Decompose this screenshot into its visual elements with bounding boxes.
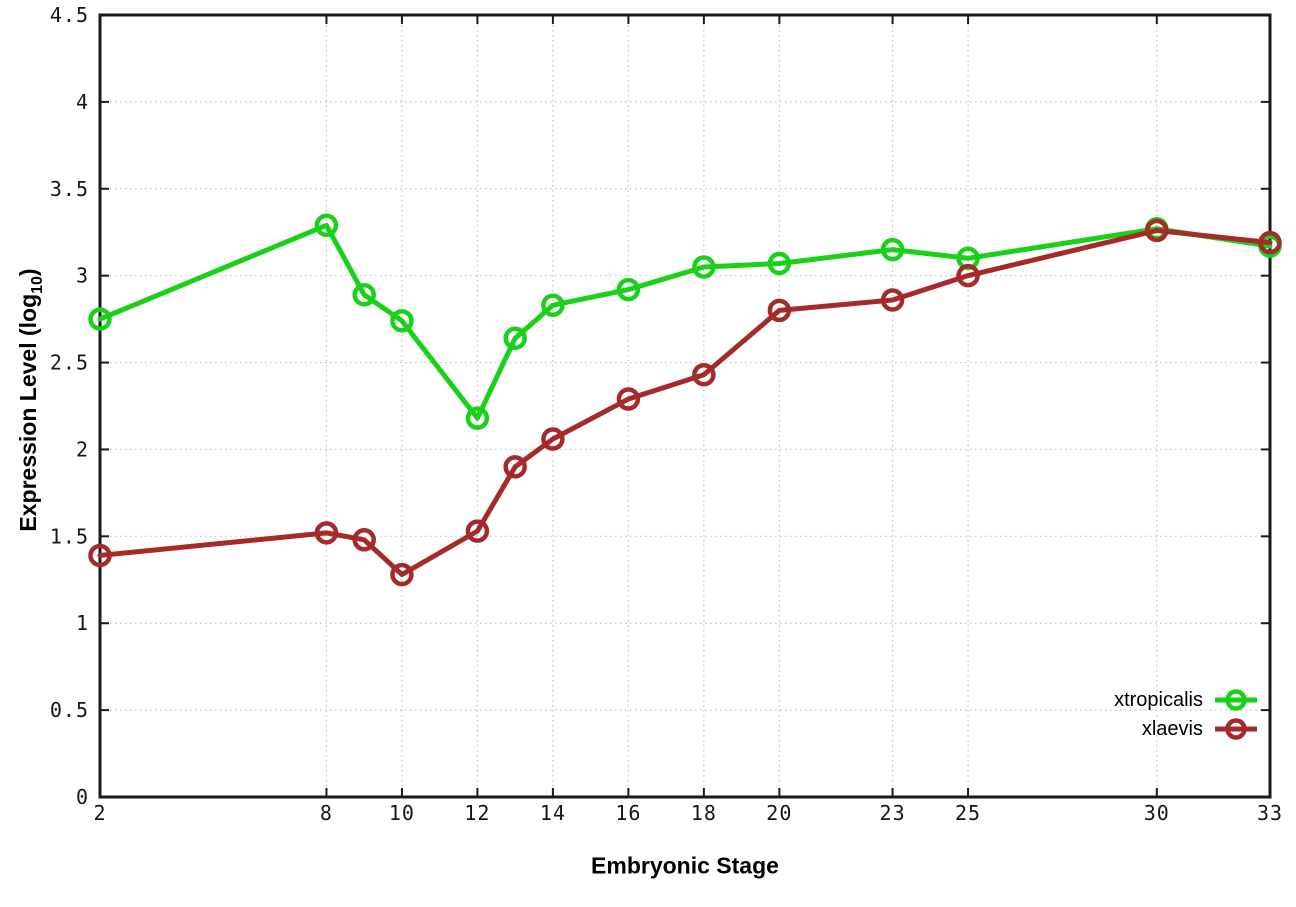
legend: xtropicalis xlaevis [1114,686,1258,743]
x-tick-label: 16 [615,801,641,825]
x-tick-label: 14 [540,801,566,825]
legend-label: xtropicalis [1114,689,1203,711]
x-axis-title: Embryonic Stage [591,852,779,879]
data-point-xlaevis [352,528,376,552]
data-point-xtropicalis [503,326,527,350]
y-tick-label: 2.5 [50,351,89,375]
y-tick-label: 0 [76,785,89,809]
y-tick-label: 1.5 [50,524,89,548]
data-point-xlaevis [465,519,490,543]
data-point-xtropicalis [767,251,792,276]
x-tick-label: 18 [691,801,717,825]
data-point-xlaevis [692,362,716,387]
x-tick-label: 30 [1144,801,1170,825]
data-point-xlaevis [616,387,641,411]
data-point-xtropicalis [616,277,641,302]
y-axis-title: Expression Level (log10) [15,268,47,531]
y-tick-label: 2 [76,437,89,461]
series-line-xlaevis [97,227,1273,578]
data-point-xtropicalis [88,307,112,331]
x-tick-label: 12 [464,801,490,825]
data-point-xlaevis [314,521,339,545]
series-line-xtropicalis [97,222,1273,421]
y-axis-title-subscript: 10 [28,276,46,294]
x-tick-label: 23 [880,801,906,825]
x-tick-label: 33 [1257,801,1283,825]
data-point-xlaevis [767,298,792,323]
data-point-xlaevis [541,427,565,451]
y-tick-label: 4.5 [50,3,89,27]
legend-label: xlaevis [1141,718,1203,740]
data-point-xtropicalis [314,213,339,238]
x-tick-label: 8 [320,801,333,825]
data-point-xtropicalis [880,237,905,262]
x-tick-label: 25 [955,801,981,825]
legend-item-xlaevis: xlaevis [1142,715,1258,743]
data-point-xlaevis [1258,230,1282,255]
y-tick-label: 1 [76,611,89,635]
y-tick-label: 3 [76,264,89,288]
data-point-xlaevis [390,562,414,587]
x-tick-label: 10 [389,801,415,825]
legend-item-xtropicalis: xtropicalis [1114,686,1258,714]
data-point-xtropicalis [390,309,414,333]
data-point-xlaevis [1145,218,1169,243]
data-point-xlaevis [880,288,905,312]
y-tick-label: 4 [76,90,89,114]
data-point-xtropicalis [541,293,565,317]
legend-line-circle-icon [1215,718,1257,740]
data-point-xtropicalis [465,406,490,430]
y-axis-title-close: ) [15,268,42,277]
legend-line-circle-icon [1215,689,1257,711]
plot-border [98,13,1272,799]
data-point-xtropicalis [692,255,716,279]
y-axis-title-text: Expression Level (log [15,293,42,532]
data-point-xlaevis [503,455,527,479]
data-point-xtropicalis [352,283,376,307]
x-tick-label: 20 [766,801,792,825]
data-point-xlaevis [956,263,980,288]
y-tick-label: 0.5 [50,698,89,722]
data-point-xlaevis [88,543,112,568]
x-tick-label: 2 [93,801,106,825]
y-tick-label: 3.5 [50,177,89,201]
